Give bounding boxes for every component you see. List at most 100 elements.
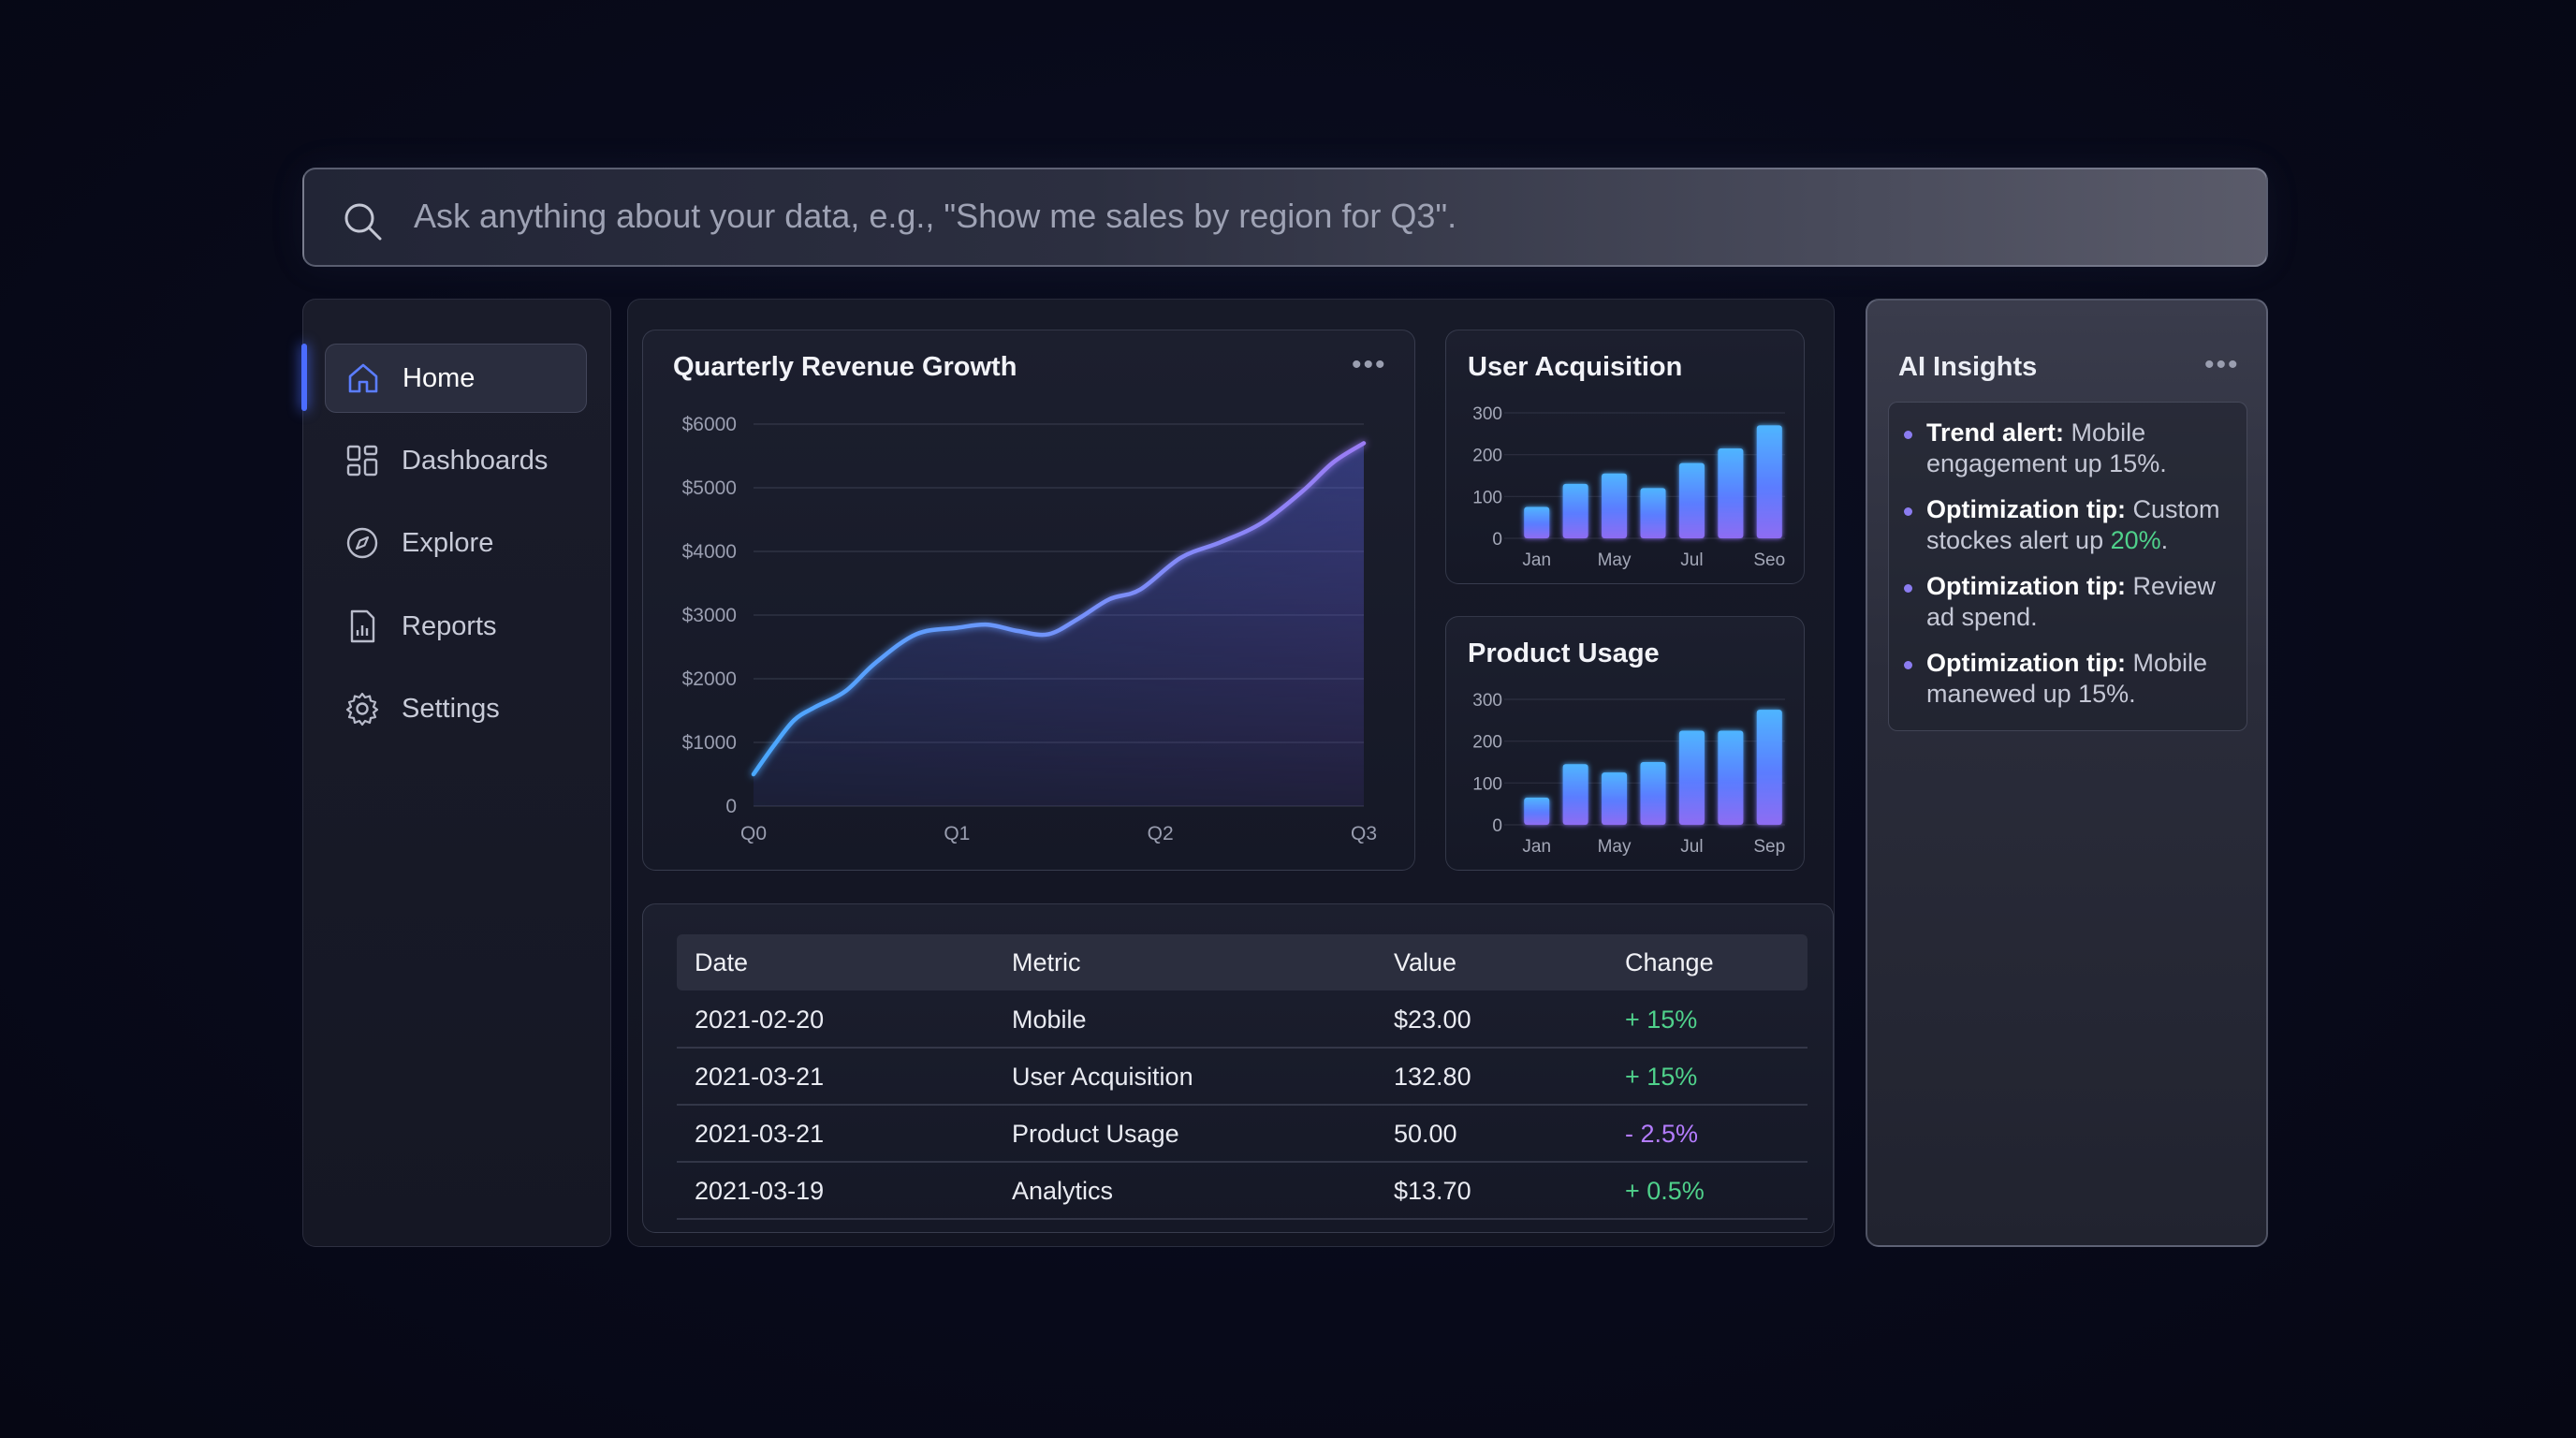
cell-value: $23.00 [1394, 1005, 1471, 1034]
cell-metric: Analytics [1012, 1177, 1114, 1205]
more-icon[interactable]: ••• [1352, 349, 1387, 380]
report-icon [350, 609, 375, 643]
insight-label: Optimization tip: [1926, 572, 2126, 600]
sidebar-item-home[interactable]: Home [325, 344, 587, 413]
column-header-date[interactable]: Date [695, 948, 749, 976]
x-tick-label: Q0 [740, 823, 767, 844]
y-tick-label: $2000 [682, 668, 737, 690]
cell-change: + 0.5% [1625, 1177, 1705, 1205]
cell-value: 132.80 [1394, 1063, 1471, 1091]
cell-value: $13.70 [1394, 1177, 1471, 1205]
y-tick-label: 100 [1472, 488, 1502, 507]
revenue-chart: 0 $1000 $2000 $3000 $4000 $5000 $6000 Q0 Q1 Q2 Q3 [682, 414, 1377, 844]
bullet-icon [1904, 661, 1912, 669]
sidebar-item-reports[interactable]: Reports [325, 592, 587, 661]
x-tick-label: Q3 [1351, 823, 1377, 844]
bar [1524, 797, 1550, 825]
table-row[interactable]: 2021-03-21 User Acquisition 132.80 + 15% [643, 1048, 1835, 1106]
cell-change: - 2.5% [1625, 1120, 1699, 1148]
insight-label: Trend alert: [1926, 418, 2065, 447]
y-tick-label: $1000 [682, 732, 737, 754]
product-usage-chart: 0 100 200 300 Jan May Jul Sep [1472, 691, 1785, 857]
insight-text: . [2160, 526, 2169, 554]
user-acquisition-card: User Acquisition 0 100 200 300 Jan May Jul Seo [1445, 330, 1805, 584]
main-panel: Quarterly Revenue Growth ••• 0 $1000 $2000… [627, 299, 1835, 1247]
revenue-card: Quarterly Revenue Growth ••• 0 $1000 $2000… [642, 330, 1415, 871]
insight-label: Optimization tip: [1926, 649, 2126, 677]
card-title: User Acquisition [1468, 352, 1683, 382]
x-tick-label: Seo [1753, 550, 1785, 570]
insight-item[interactable]: Optimization tip: Custom stockes alert u… [1926, 494, 2235, 556]
table-row[interactable]: 2021-03-21 Product Usage 50.00 - 2.5% [643, 1105, 1835, 1163]
y-tick-label: 200 [1472, 733, 1502, 753]
bar [1562, 483, 1588, 538]
cell-metric: User Acquisition [1012, 1063, 1193, 1091]
bar [1602, 473, 1628, 538]
table-row[interactable]: 2021-03-19 Analytics $13.70 + 0.5% [643, 1162, 1835, 1220]
insight-item[interactable]: Trend alert: Mobile engagement up 15%. [1926, 418, 2235, 479]
table-header: Date Metric Value Change [677, 934, 1808, 990]
insights-list: Trend alert: Mobile engagement up 15%. O… [1888, 402, 2247, 731]
search-input[interactable]: Ask anything about your data, e.g., "Sho… [414, 197, 1457, 235]
y-tick-label: 0 [1492, 530, 1502, 550]
insight-item[interactable]: Optimization tip: Mobile manewed up 15%. [1926, 648, 2235, 710]
dashboard-icon [346, 445, 378, 477]
bullet-icon [1904, 584, 1912, 593]
sidebar-item-explore[interactable]: Explore [325, 508, 587, 578]
bar [1718, 448, 1744, 538]
y-tick-label: 0 [1492, 816, 1502, 836]
bar [1640, 488, 1666, 538]
x-tick-label: Jan [1522, 550, 1551, 570]
sidebar: Home Dashboards Explore Reports [301, 299, 611, 1247]
x-tick-label: May [1598, 550, 1632, 570]
x-tick-label: Q2 [1148, 823, 1174, 844]
x-tick-label: Jan [1522, 837, 1551, 857]
cell-date: 2021-03-21 [695, 1120, 825, 1148]
card-title: Product Usage [1468, 638, 1660, 668]
y-tick-label: 200 [1472, 447, 1502, 466]
sidebar-item-settings[interactable]: Settings [325, 674, 587, 743]
row-divider [677, 1161, 1808, 1163]
insight-text: Mobile engagement up 15%. [1926, 418, 2167, 477]
insight-text: Review ad spend. [1926, 572, 2216, 631]
cell-value: 50.00 [1394, 1120, 1457, 1148]
cell-date: 2021-03-19 [695, 1177, 825, 1205]
more-icon[interactable]: ••• [2204, 349, 2240, 380]
y-tick-label: 300 [1472, 691, 1502, 711]
cell-date: 2021-02-20 [695, 1005, 825, 1034]
ai-insights-panel: AI Insights ••• Trend alert: Mobile enga… [1866, 299, 2268, 1247]
column-header-change[interactable]: Change [1625, 948, 1714, 976]
active-indicator [301, 344, 307, 411]
x-tick-label: May [1598, 837, 1632, 857]
row-divider [677, 1104, 1808, 1106]
sidebar-item-label: Dashboards [402, 445, 549, 476]
y-tick-label: 0 [725, 796, 737, 817]
bar [1678, 730, 1705, 825]
insight-item[interactable]: Optimization tip: Review ad spend. [1926, 571, 2235, 633]
insight-text: Custom stockes alert up [1926, 495, 2220, 554]
product-usage-card: Product Usage 0 100 200 300 Jan May Jul Sep [1445, 616, 1805, 871]
insight-highlight: 20% [2110, 526, 2161, 554]
cell-metric: Mobile [1012, 1005, 1087, 1034]
cell-change: + 15% [1625, 1063, 1698, 1091]
y-tick-label: $3000 [682, 605, 737, 626]
revenue-line [751, 441, 1367, 777]
row-divider [677, 1047, 1808, 1049]
home-icon [348, 363, 378, 393]
data-table: Date Metric Value Change 2021-02-20 Mobil… [642, 903, 1834, 1233]
sidebar-item-dashboards[interactable]: Dashboards [325, 426, 587, 495]
x-tick-label: Sep [1753, 837, 1785, 857]
bar [1524, 506, 1550, 538]
card-title: Quarterly Revenue Growth [673, 352, 1017, 382]
y-tick-label: $5000 [682, 477, 737, 499]
table-row[interactable]: 2021-02-20 Mobile $23.00 + 15% [643, 990, 1835, 1049]
bar [1756, 710, 1782, 825]
column-header-metric[interactable]: Metric [1012, 948, 1081, 976]
bar [1640, 762, 1666, 825]
insight-text: Mobile manewed up 15%. [1926, 649, 2208, 708]
search-bar[interactable]: Ask anything about your data, e.g., "Sho… [302, 168, 2268, 267]
search-icon [344, 203, 382, 241]
column-header-value[interactable]: Value [1394, 948, 1457, 976]
bar [1678, 462, 1705, 538]
row-divider [677, 1218, 1808, 1220]
